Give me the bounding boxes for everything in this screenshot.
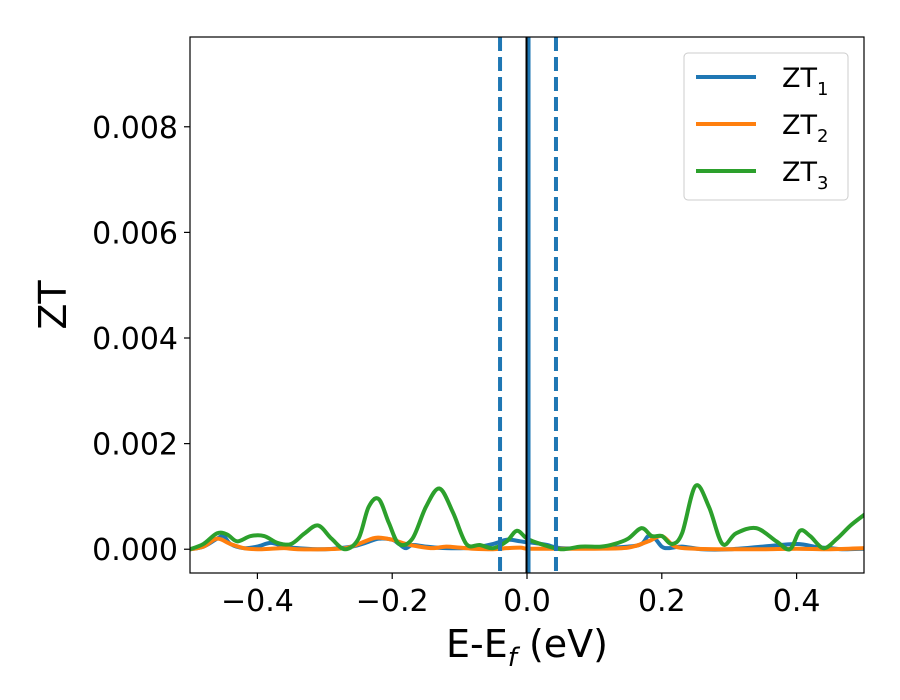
legend-frame — [683, 52, 849, 201]
x-tick-label: −0.4 — [221, 584, 294, 619]
x-tick-label: 0.2 — [638, 584, 686, 619]
x-tick-label: −0.2 — [356, 584, 429, 619]
series-line-zt3 — [190, 483, 864, 552]
legend-label-zt3: ZT3 — [782, 157, 828, 194]
series-line-zt2 — [190, 533, 864, 552]
legend-label-zt2: ZT2 — [782, 110, 828, 147]
y-tick-label: 0.008 — [92, 111, 178, 146]
legend-label-zt1: ZT1 — [782, 63, 828, 100]
x-tick-label: 0.4 — [773, 584, 821, 619]
plot-area — [190, 37, 864, 573]
y-tick-label: 0.004 — [92, 322, 178, 357]
x-tick-label: 0.0 — [503, 584, 551, 619]
legend: ZT1 ZT2 ZT3 — [683, 52, 849, 201]
axis-ticks: −0.4 −0.2 0.0 0.2 0.4 0.000 0.002 0.004 0.006 0.0… — [92, 111, 820, 619]
y-axis-title: ZT — [31, 280, 75, 330]
x-axis-title: E-Ef (eV) — [446, 622, 608, 673]
y-tick-label: 0.006 — [92, 216, 178, 251]
y-tick-label: 0.002 — [92, 428, 178, 463]
y-tick-label: 0.000 — [92, 533, 178, 568]
